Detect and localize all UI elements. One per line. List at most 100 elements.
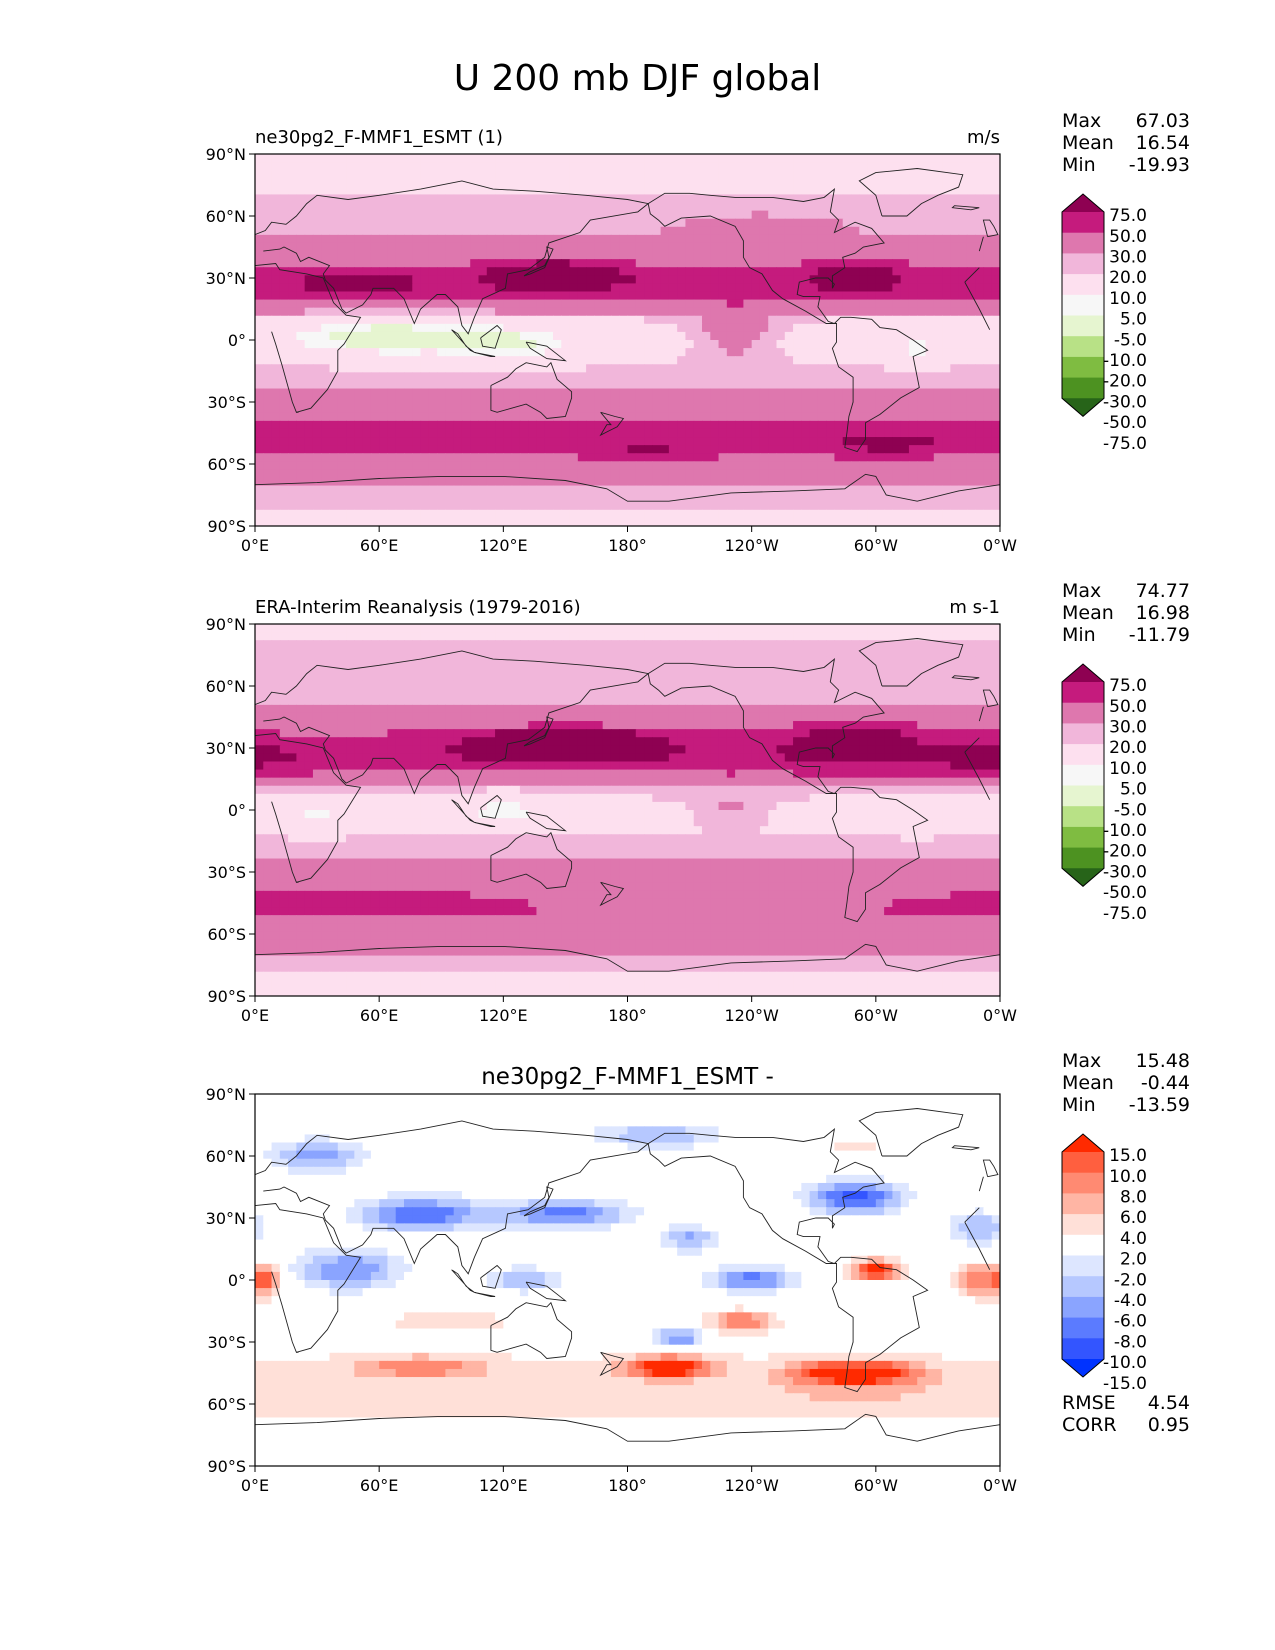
contour-cell	[594, 162, 604, 171]
contour-cell	[975, 218, 985, 228]
contour-cell	[478, 323, 488, 333]
contour-cell	[958, 242, 968, 252]
contour-cell	[346, 202, 355, 212]
contour-cell	[991, 162, 1000, 171]
contour-cell	[685, 680, 695, 690]
contour-cell	[569, 493, 579, 503]
contour-cell	[445, 186, 455, 196]
contour-cell	[784, 242, 794, 252]
contour-cell	[404, 251, 413, 260]
contour-cell	[304, 509, 314, 519]
contour-cell	[635, 469, 645, 479]
contour-cell	[329, 388, 339, 398]
contour-cell	[495, 162, 504, 171]
contour-cell	[387, 348, 397, 357]
coastline	[451, 329, 475, 353]
contour-cell	[983, 307, 993, 317]
contour-cell	[693, 307, 703, 317]
contour-cell	[337, 340, 347, 349]
contour-cell	[288, 648, 297, 657]
contour-cell	[793, 226, 802, 236]
contour-cell	[263, 412, 273, 422]
contour-cell	[296, 162, 306, 171]
contour-cell	[635, 640, 645, 649]
contour-cell	[652, 420, 662, 430]
contour-cell	[544, 445, 554, 454]
contour-cell	[337, 210, 347, 220]
contour-cell	[776, 315, 786, 325]
contour-cell	[544, 283, 554, 293]
contour-cell	[668, 356, 678, 365]
y-tick-label: 60°N	[206, 207, 246, 226]
contour-cell	[702, 331, 711, 341]
contour-cell	[826, 170, 836, 179]
contour-cell	[851, 412, 860, 422]
contour-cell	[370, 348, 380, 357]
contour-cell	[577, 364, 587, 373]
contour-cell	[437, 299, 446, 309]
contour-cell	[693, 331, 703, 341]
contour-cell	[702, 648, 711, 657]
contour-cell	[619, 162, 629, 171]
contour-cell	[892, 267, 902, 276]
contour-cell	[304, 493, 314, 503]
contour-cell	[942, 283, 951, 293]
contour-cell	[354, 340, 364, 349]
contour-cell	[751, 364, 761, 373]
contour-cell	[817, 331, 827, 341]
contour-cell	[884, 356, 893, 365]
contour-cell	[412, 267, 422, 276]
contour-cell	[544, 632, 554, 641]
contour-cell	[503, 648, 513, 657]
contour-cell	[942, 291, 951, 301]
contour-cell	[486, 323, 496, 333]
contour-cell	[726, 202, 736, 212]
colorbar-segment	[1062, 336, 1104, 358]
contour-cell	[685, 664, 695, 674]
contour-cell	[851, 218, 860, 228]
contour-cell	[379, 291, 389, 301]
contour-cell	[321, 648, 331, 657]
contour-cell	[884, 251, 893, 260]
contour-cell	[428, 226, 438, 236]
contour-cell	[602, 307, 612, 317]
contour-cell	[851, 453, 860, 462]
contour-cell	[958, 372, 968, 382]
contour-cell	[428, 688, 438, 698]
contour-cell	[594, 186, 604, 196]
contour-cell	[983, 154, 993, 163]
contour-cell	[668, 477, 678, 487]
contour-cell	[586, 275, 595, 284]
contour-cell	[942, 315, 951, 325]
contour-cell	[685, 331, 695, 341]
contour-cell	[271, 299, 281, 309]
contour-cell	[528, 307, 538, 317]
contour-cell	[528, 664, 538, 674]
contour-cell	[759, 275, 769, 284]
contour-cell	[784, 275, 794, 284]
contour-cell	[809, 178, 819, 187]
contour-cell	[370, 186, 380, 196]
contour-cell	[817, 340, 827, 349]
contour-cell	[437, 251, 446, 260]
contour-cell	[420, 291, 430, 301]
contour-cell	[461, 178, 471, 187]
contour-cell	[908, 348, 918, 357]
contour-cell	[395, 517, 405, 526]
contour-cell	[908, 170, 918, 179]
contour-cell	[933, 412, 943, 422]
colorbar-label: -5.0	[1114, 330, 1147, 350]
contour-cell	[569, 437, 579, 446]
contour-cell	[519, 202, 529, 212]
contour-cell	[809, 283, 819, 293]
contour-cell	[958, 340, 968, 349]
contour-cell	[296, 640, 306, 649]
stat-mean-label: Mean	[1062, 132, 1114, 154]
contour-cell	[644, 412, 653, 422]
contour-cell	[412, 428, 422, 438]
contour-cell	[370, 267, 380, 276]
contour-cell	[610, 445, 620, 454]
contour-cell	[445, 275, 455, 284]
contour-cell	[321, 632, 331, 641]
contour-cell	[602, 420, 612, 430]
